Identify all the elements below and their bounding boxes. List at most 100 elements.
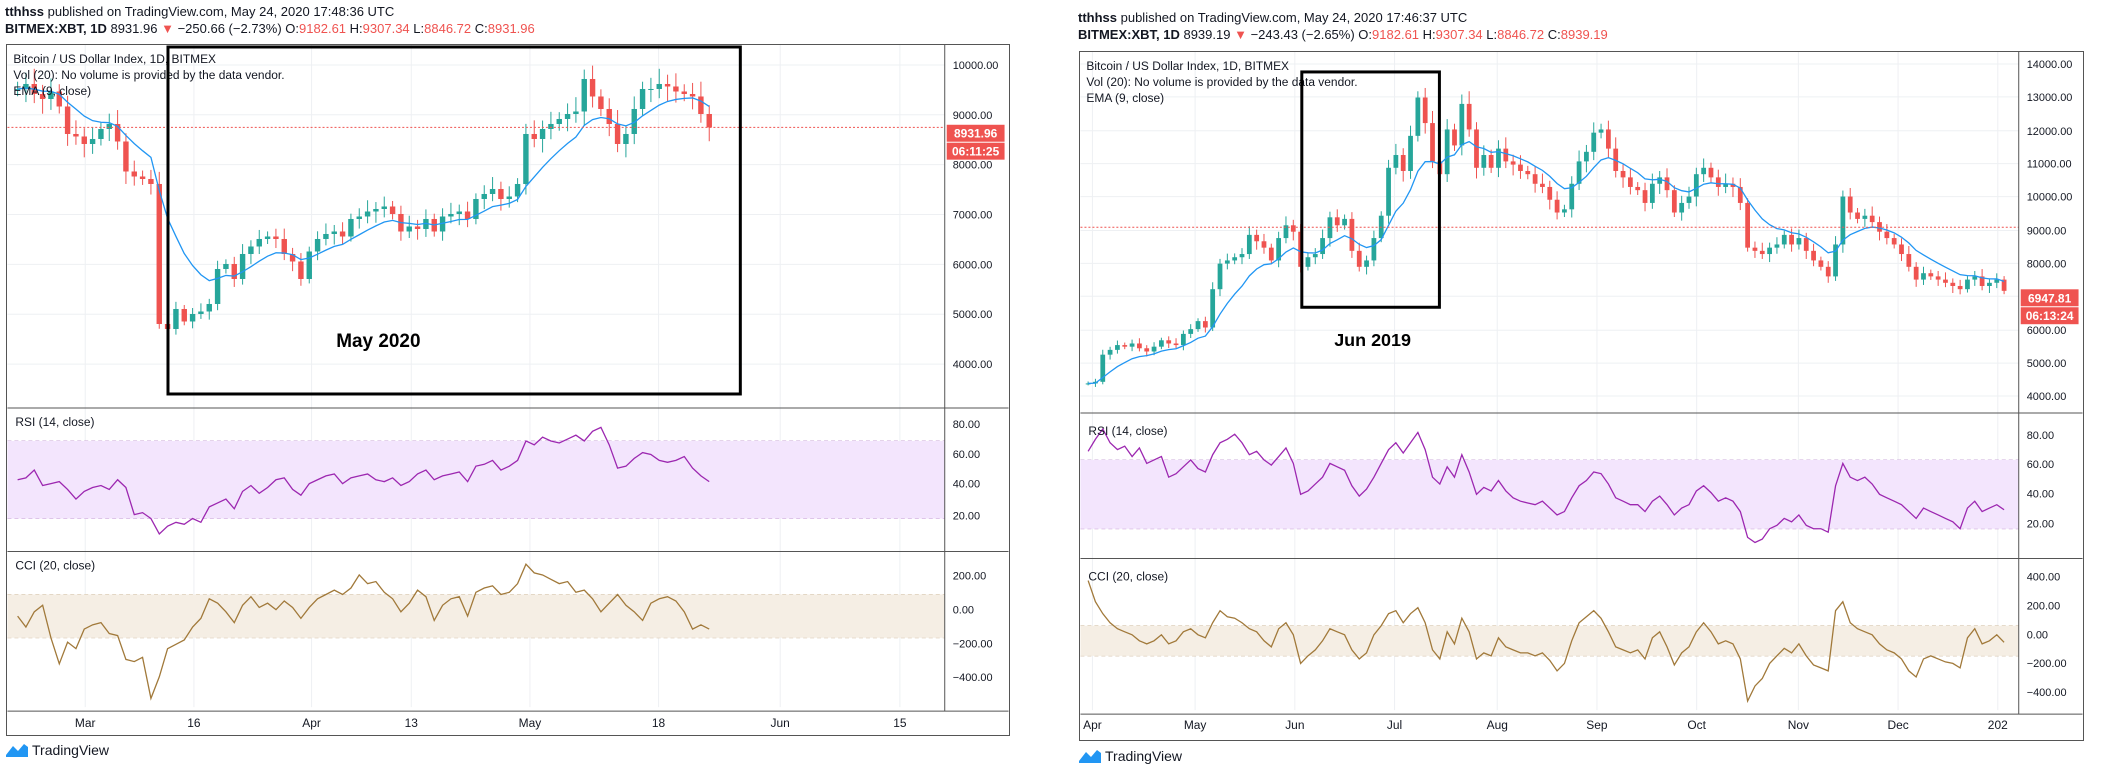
publisher-name[interactable]: tthhss <box>1078 10 1117 25</box>
rsi-band <box>7 440 945 519</box>
candle-body <box>64 106 71 134</box>
candle-body <box>473 198 479 219</box>
candle-body <box>1965 279 1970 290</box>
candle-body <box>1342 218 1347 226</box>
close-label: C: <box>474 21 488 36</box>
chart-canvas[interactable]: 10000.00 9000.00 8000.00 7000.00 6000.00 5000… <box>6 44 1010 736</box>
candle-body <box>1261 241 1267 248</box>
candle-body <box>1855 212 1860 219</box>
candle-body <box>1452 129 1457 146</box>
candle-body <box>73 133 79 137</box>
candle-body <box>1987 282 1992 286</box>
candle-body <box>1408 135 1413 171</box>
candle-body <box>598 96 604 109</box>
candle-body <box>1906 254 1912 267</box>
candle-body <box>681 91 687 94</box>
candle-body <box>1107 349 1113 355</box>
rsi-legend: RSI (14, close) <box>15 415 94 429</box>
candle-body <box>1781 234 1787 245</box>
candle-body <box>173 308 179 329</box>
publish-info: published on TradingView.com, May 24, 20… <box>44 4 395 19</box>
time-axis[interactable]: Mar 16 Apr 13 May 18 Jun 15 <box>75 716 907 730</box>
candle-body <box>1459 103 1465 146</box>
price-axis[interactable]: 10000.00 9000.00 8000.00 7000.00 6000.00 5000… <box>953 60 999 684</box>
candle-body <box>14 88 21 90</box>
legend-volume: Vol (20): No volume is provided by the d… <box>1086 75 1357 89</box>
candle-body <box>1224 260 1230 264</box>
candle-body <box>1562 209 1567 213</box>
candle-body <box>1334 217 1340 226</box>
candle-body <box>589 78 596 97</box>
candle-body <box>1957 285 1963 290</box>
candle-body <box>81 136 87 144</box>
tradingview-brand[interactable]: TradingView <box>1079 748 1182 764</box>
publisher-name[interactable]: tthhss <box>5 4 44 19</box>
candle-body <box>1371 238 1377 261</box>
candle-body <box>698 96 704 114</box>
candle-body <box>1474 129 1479 168</box>
candle-body <box>581 78 587 112</box>
price-change: −250.66 (−2.73%) <box>177 21 282 36</box>
chart-canvas[interactable]: 14000.00 13000.00 12000.00 11000.00 10000.00… <box>1079 51 2084 741</box>
time-tick-label: Apr <box>302 716 321 730</box>
candle-body <box>1928 273 1934 277</box>
low-value: 8846.72 <box>1497 27 1545 42</box>
price-axis[interactable]: 14000.00 13000.00 12000.00 11000.00 10000.00… <box>2027 59 2073 699</box>
price-tick-label: 8000.00 <box>2027 258 2067 270</box>
price-change: −243.43 (−2.65%) <box>1250 27 1355 42</box>
candle-body <box>1627 177 1633 187</box>
candle-body <box>1693 174 1699 197</box>
candle-body <box>98 128 104 139</box>
candle-body <box>1173 343 1179 346</box>
candle-body <box>1847 196 1853 213</box>
time-tick-label: May <box>1184 718 1207 732</box>
candle-body <box>506 196 512 199</box>
candle-body <box>664 83 671 87</box>
candle-body <box>1246 234 1252 255</box>
tradingview-brand[interactable]: TradingView <box>6 742 109 758</box>
open-value: 9182.61 <box>1372 27 1420 42</box>
candle-body <box>639 88 646 109</box>
candle-body <box>498 188 504 199</box>
low-label: L: <box>413 21 425 36</box>
close-value: 8931.96 <box>487 21 535 36</box>
candle-body <box>1935 276 1941 280</box>
candle-body <box>1466 103 1472 130</box>
candle-body <box>1664 177 1670 191</box>
close-label: C: <box>1547 27 1561 42</box>
candle-body <box>281 238 287 254</box>
close-value: 8939.19 <box>1560 27 1608 42</box>
candle-body <box>89 138 96 144</box>
candle-body <box>1217 263 1223 290</box>
candle-body <box>1972 276 1978 280</box>
candle-body <box>1166 340 1172 344</box>
candle-body <box>256 238 262 247</box>
candle-body <box>131 171 137 177</box>
candle-body <box>381 206 387 209</box>
price-tick-label: 7000.00 <box>953 209 993 221</box>
time-tick-label: 18 <box>652 716 666 730</box>
candle-body <box>564 113 571 119</box>
candle-body <box>1503 148 1509 162</box>
price-tick-label: 13000.00 <box>2027 92 2073 104</box>
candle-body <box>1254 234 1260 242</box>
candle-body <box>1642 190 1648 203</box>
candle-body <box>606 108 612 124</box>
time-tick-label: May <box>519 716 542 730</box>
candle-body <box>1701 167 1707 175</box>
candle-body <box>1554 199 1560 213</box>
candle-body <box>1635 186 1641 191</box>
candles <box>1085 87 2007 387</box>
candle-body <box>448 213 454 217</box>
candle-body <box>1994 279 2000 283</box>
candle-body <box>264 236 271 239</box>
low-value: 8846.72 <box>424 21 472 36</box>
candle-body <box>1422 97 1428 124</box>
time-axis[interactable]: Apr May Jun Jul Aug Sep Oct Nov Dec 202 <box>1083 718 2008 732</box>
rsi-line <box>1087 427 2005 544</box>
candle-body <box>1159 340 1164 347</box>
price-tick-label: 10000.00 <box>953 60 999 72</box>
candle-body <box>1364 260 1369 267</box>
candle-body <box>1188 329 1194 334</box>
candle-body <box>114 123 121 142</box>
